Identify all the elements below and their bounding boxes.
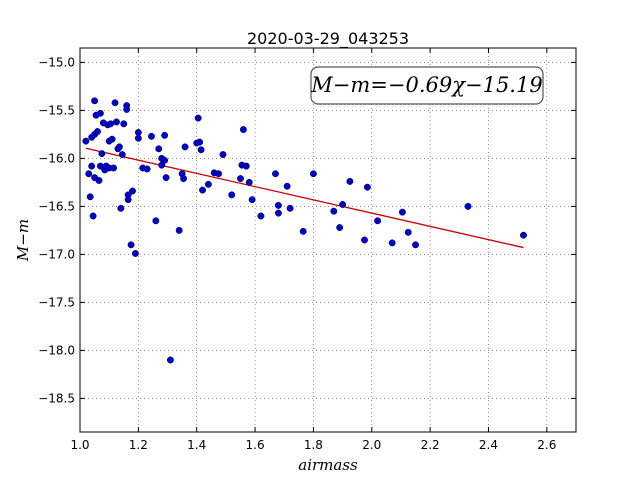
data-point (152, 217, 160, 225)
data-point (181, 143, 189, 151)
data-point (115, 143, 123, 151)
data-point (117, 204, 125, 212)
data-point (88, 162, 96, 170)
x-tick-label: 1.2 (129, 438, 148, 452)
data-point (113, 118, 120, 126)
data-point (204, 180, 212, 188)
data-point (180, 175, 188, 183)
data-point (398, 208, 406, 216)
data-point (161, 156, 169, 164)
data-point (111, 99, 119, 107)
data-point (120, 120, 128, 128)
data-point (155, 145, 163, 153)
data-point (194, 114, 202, 122)
data-point (248, 196, 256, 204)
y-tick-label: −15.0 (38, 55, 75, 69)
plot-frame (79, 47, 577, 433)
y-tick-label: −17.5 (38, 295, 75, 309)
data-point (339, 201, 347, 208)
x-tick-label: 2.4 (479, 438, 498, 452)
data-point (299, 227, 307, 235)
y-tick-label: −18.0 (38, 343, 75, 357)
data-point (148, 132, 155, 140)
data-point (361, 236, 368, 244)
x-axis-label: airmass (298, 456, 358, 474)
data-point (143, 165, 151, 173)
y-tick-label: −16.0 (38, 151, 75, 165)
data-point (388, 239, 396, 247)
x-tick-label: 1.0 (70, 438, 89, 452)
x-tick-label: 1.6 (246, 438, 265, 452)
data-point (215, 170, 223, 178)
data-point (330, 207, 338, 215)
data-point (309, 170, 317, 178)
chart-title: 2020-03-29_043253 (247, 29, 409, 49)
data-point (85, 170, 93, 178)
data-point (175, 226, 183, 234)
y-axis-label: M−m (14, 219, 32, 262)
data-point (199, 186, 206, 194)
data-point (108, 135, 116, 143)
data-point (346, 177, 354, 185)
data-point (82, 137, 90, 145)
data-point (412, 241, 419, 249)
data-point (129, 187, 136, 195)
data-point (94, 128, 101, 135)
data-point (98, 150, 106, 158)
annotation-frame (310, 66, 544, 105)
y-tick-label: −15.5 (38, 103, 75, 117)
data-point (272, 170, 279, 178)
data-point (124, 196, 132, 204)
data-point (283, 182, 291, 190)
data-point (228, 191, 236, 199)
data-point (96, 109, 104, 117)
data-point (134, 134, 142, 142)
data-point (274, 209, 282, 217)
data-point (239, 126, 247, 134)
data-point (274, 201, 282, 209)
data-point (242, 162, 250, 170)
data-point (118, 151, 126, 159)
data-point (196, 138, 204, 146)
data-point (123, 105, 131, 113)
data-point (162, 174, 170, 182)
data-point (166, 356, 174, 364)
x-tick-label: 1.4 (187, 438, 206, 452)
data-point (161, 131, 169, 139)
data-point (91, 97, 99, 105)
y-tick-label: −17.0 (38, 247, 75, 261)
data-point (245, 178, 253, 186)
data-point (464, 202, 472, 210)
data-point (404, 228, 412, 236)
y-tick-label: −18.5 (38, 391, 75, 405)
data-point (237, 175, 244, 183)
data-point (374, 217, 382, 225)
data-point (107, 120, 115, 128)
data-point (257, 212, 265, 220)
data-point (89, 212, 97, 220)
data-point (127, 241, 135, 249)
data-point (219, 151, 227, 159)
x-tick-label: 1.8 (304, 438, 323, 452)
data-point (363, 183, 371, 191)
data-point (197, 146, 205, 154)
axis-ticks: 1.0 1.2 1.4 1.6 1.8 2.0 2.2 2.4 2.6 −15.0 −15.5 −16… (38, 48, 576, 452)
data-point (86, 193, 94, 201)
data-point (336, 224, 344, 231)
annotation-box: M−m=−0.69χ−15.19 (310, 66, 544, 105)
y-tick-label: −16.5 (38, 199, 75, 213)
data-point (110, 164, 118, 172)
data-point (134, 129, 142, 136)
data-point (286, 204, 294, 212)
x-tick-label: 2.2 (421, 438, 440, 452)
data-points (82, 97, 527, 364)
data-point (131, 249, 139, 257)
data-point (95, 177, 103, 184)
x-tick-label: 2.6 (537, 438, 556, 452)
grid (79, 48, 576, 432)
fit-equation: M−m=−0.69χ−15.19 (310, 73, 542, 97)
x-tick-label: 2.0 (362, 438, 381, 452)
data-point (520, 231, 527, 239)
